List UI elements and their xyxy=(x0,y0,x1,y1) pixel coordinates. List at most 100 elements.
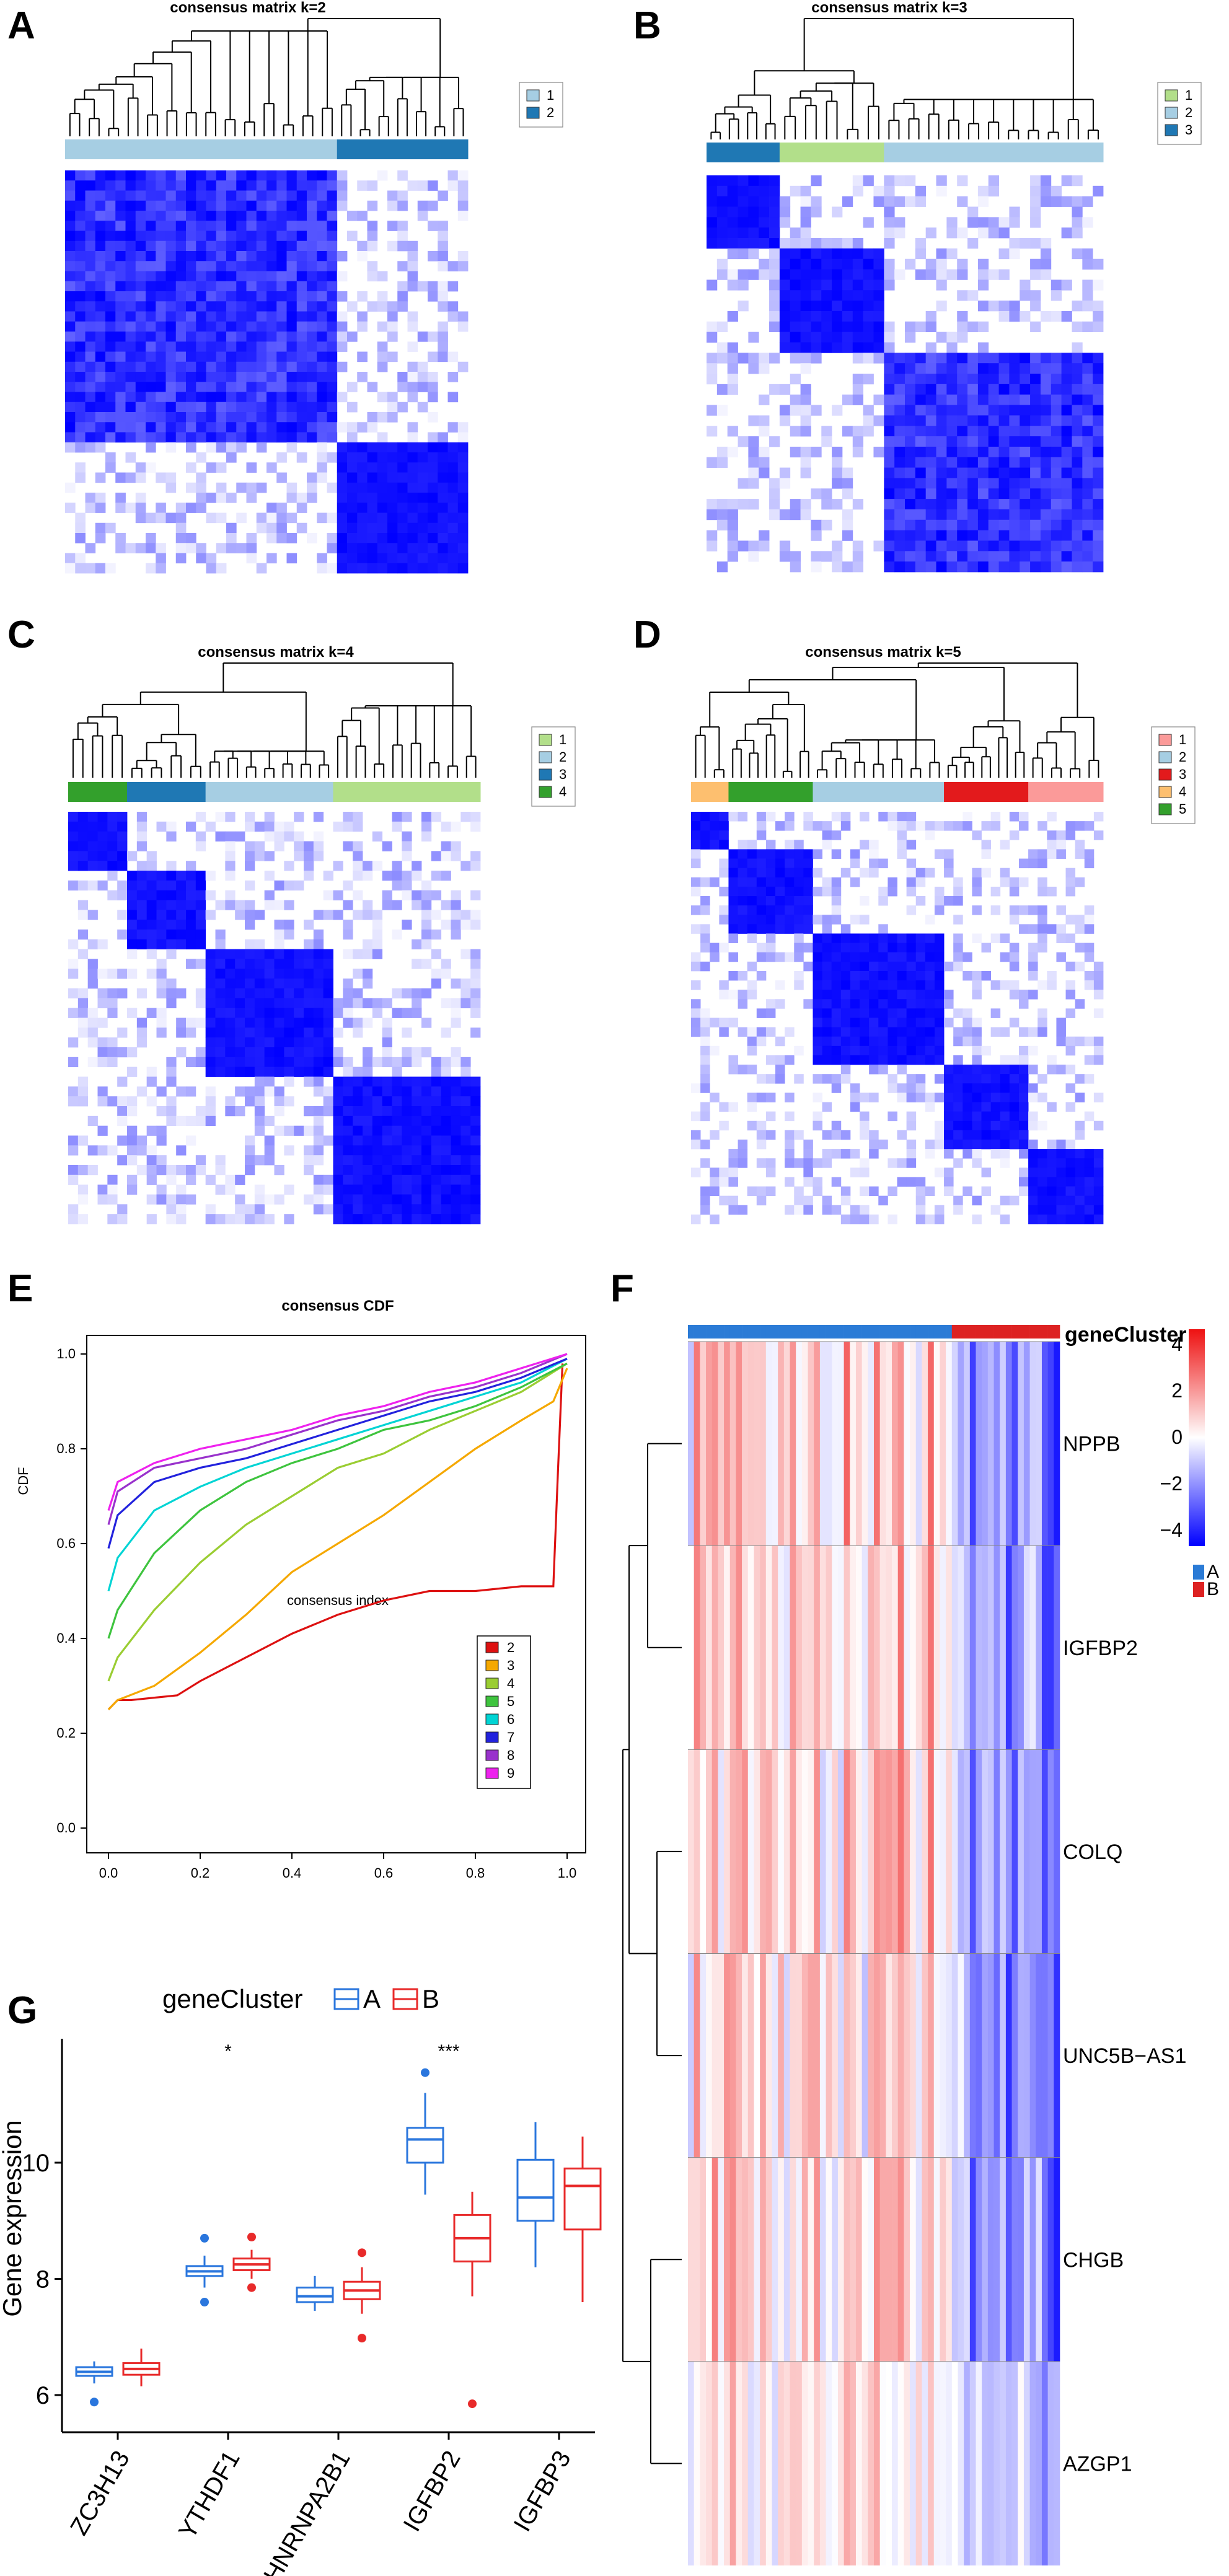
consensus-cell xyxy=(107,812,118,822)
consensus-cell xyxy=(1020,457,1031,468)
consensus-cell xyxy=(1047,924,1057,934)
consensus-cell xyxy=(353,1076,363,1087)
consensus-cell xyxy=(863,269,874,280)
consensus-cell xyxy=(165,372,177,382)
consensus-cell xyxy=(175,361,187,372)
consensus-cell xyxy=(296,452,307,463)
consensus-cell xyxy=(813,1111,822,1122)
consensus-cell xyxy=(264,1155,275,1166)
consensus-cell xyxy=(165,221,177,231)
consensus-cell xyxy=(813,886,822,897)
consensus-cell xyxy=(905,530,916,541)
consensus-cell xyxy=(267,351,277,363)
consensus-cell xyxy=(852,175,864,187)
consensus-cell xyxy=(998,499,1010,510)
consensus-cell xyxy=(323,998,333,1009)
consensus-cell xyxy=(873,248,884,260)
consensus-cell xyxy=(738,886,748,897)
consensus-cell xyxy=(107,969,118,979)
consensus-cell xyxy=(934,952,945,962)
consensus-cell xyxy=(337,543,348,553)
consensus-cell xyxy=(831,849,842,859)
consensus-cell xyxy=(1093,1149,1104,1159)
consensus-cell xyxy=(274,1066,284,1077)
consensus-cell xyxy=(822,877,832,887)
consensus-cell xyxy=(785,877,795,887)
consensus-cell xyxy=(822,933,832,943)
consensus-cell xyxy=(246,553,257,564)
consensus-cell xyxy=(65,190,76,201)
consensus-cell xyxy=(441,841,451,851)
consensus-cell xyxy=(811,248,822,260)
consensus-cell xyxy=(863,301,874,312)
consensus-cell xyxy=(226,533,237,543)
consensus-cell xyxy=(431,978,442,989)
consensus-cell xyxy=(441,1115,451,1127)
consensus-cell xyxy=(936,426,947,437)
consensus-cell xyxy=(1028,1083,1038,1093)
consensus-cell xyxy=(451,821,461,832)
consensus-cell xyxy=(382,1194,392,1205)
consensus-cell xyxy=(748,248,759,260)
consensus-cell xyxy=(286,221,297,231)
consensus-cell xyxy=(957,519,968,531)
consensus-cell xyxy=(186,533,196,543)
consensus-cell xyxy=(888,1083,897,1093)
consensus-cell xyxy=(779,384,791,395)
consensus-cell xyxy=(95,291,106,302)
consensus-cell xyxy=(286,240,297,252)
consensus-cell xyxy=(175,553,187,564)
consensus-cell xyxy=(878,1065,888,1075)
consensus-cell xyxy=(460,1204,471,1215)
consensus-cell xyxy=(186,221,196,231)
consensus-cell xyxy=(77,1027,89,1038)
consensus-cell xyxy=(925,970,935,981)
consensus-cell xyxy=(186,392,196,403)
consensus-cell xyxy=(988,488,999,499)
consensus-cell xyxy=(728,933,738,943)
consensus-cell xyxy=(1028,1149,1038,1159)
consensus-cell xyxy=(382,1115,392,1127)
consensus-cell xyxy=(451,920,461,930)
consensus-cell xyxy=(267,170,277,181)
consensus-cell xyxy=(946,342,958,353)
consensus-cell xyxy=(382,1155,392,1166)
consensus-cell xyxy=(785,812,795,822)
consensus-cell xyxy=(946,227,958,239)
consensus-cell xyxy=(1075,821,1085,831)
consensus-cell xyxy=(267,221,277,231)
consensus-cell xyxy=(107,1194,118,1205)
consensus-cell xyxy=(215,812,226,822)
consensus-cell xyxy=(206,311,217,322)
consensus-cell xyxy=(105,321,116,332)
consensus-cell xyxy=(832,301,843,312)
consensus-cell xyxy=(431,1204,442,1215)
consensus-cell xyxy=(195,1155,206,1166)
consensus-cell xyxy=(915,1045,926,1056)
consensus-cell xyxy=(206,432,217,443)
consensus-cell xyxy=(402,812,412,822)
consensus-cell xyxy=(156,372,166,382)
consensus-cell xyxy=(946,269,958,280)
consensus-cell xyxy=(146,190,156,201)
consensus-cell xyxy=(460,998,471,1009)
consensus-cell xyxy=(457,482,469,493)
consensus-cell xyxy=(897,821,907,831)
consensus-cell xyxy=(915,426,927,437)
consensus-cell xyxy=(327,351,338,363)
consensus-cell xyxy=(206,553,217,564)
consensus-cell xyxy=(1009,467,1020,478)
consensus-cell xyxy=(470,890,481,900)
consensus-cell xyxy=(905,196,916,207)
consensus-cell xyxy=(367,271,378,282)
consensus-cell xyxy=(135,311,146,322)
consensus-cell xyxy=(998,227,1010,239)
legend-swatch xyxy=(526,89,540,102)
consensus-cell xyxy=(428,281,438,292)
consensus-cell xyxy=(186,321,196,332)
consensus-cell xyxy=(246,180,257,191)
consensus-cell xyxy=(195,1165,206,1176)
consensus-cell xyxy=(747,886,757,897)
consensus-cell xyxy=(748,436,759,447)
consensus-cell xyxy=(878,999,888,1009)
